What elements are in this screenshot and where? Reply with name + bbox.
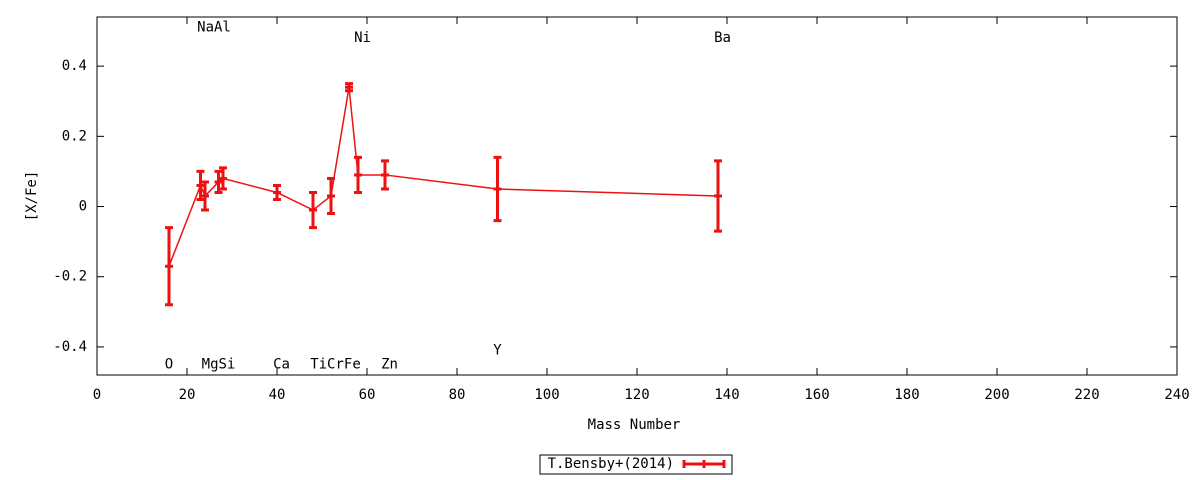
- x-tick-label: 220: [1074, 387, 1099, 403]
- error-bar: [354, 155, 362, 194]
- series-line: [168, 87, 719, 267]
- legend-box: [539, 454, 733, 475]
- error-bar: [201, 180, 209, 212]
- error-bar: [219, 166, 227, 191]
- x-tick-label: 140: [714, 387, 739, 403]
- y-tick-label: 0.2: [62, 128, 87, 144]
- element-label: Y: [493, 342, 502, 358]
- error-bar: [309, 190, 317, 230]
- y-axis-label: [X/Fe]: [24, 171, 40, 222]
- element-label: Zn: [381, 356, 398, 372]
- error-bar: [381, 159, 389, 191]
- error-bar: [214, 169, 223, 194]
- x-axis-label: Mass Number: [588, 417, 681, 433]
- error-bar: [714, 159, 722, 233]
- x-tick-label: 200: [984, 387, 1009, 403]
- error-bar: [327, 176, 335, 216]
- error-bar: [493, 155, 502, 223]
- x-tick-label: 120: [624, 387, 649, 403]
- y-tick-label: -0.4: [53, 339, 87, 355]
- x-tick-label: 100: [534, 387, 559, 403]
- legend-label: T.Bensby+(2014): [548, 456, 674, 472]
- plot-frame: [96, 16, 1178, 376]
- element-label: Ca: [273, 356, 290, 372]
- x-tick-label: 240: [1164, 387, 1189, 403]
- legend-swatch: [682, 460, 726, 468]
- error-bar: [196, 169, 205, 202]
- element-label: NaAl: [197, 20, 231, 36]
- y-tick-label: -0.2: [53, 269, 87, 285]
- x-tick-label: 60: [359, 387, 376, 403]
- x-tick-label: 160: [804, 387, 829, 403]
- x-tick-label: 180: [894, 387, 919, 403]
- error-bar: [165, 226, 173, 307]
- x-tick-label: 40: [269, 387, 286, 403]
- element-label: O: [165, 356, 173, 372]
- x-tick-label: 0: [93, 387, 101, 403]
- error-bar: [273, 183, 281, 202]
- y-tick-label: 0: [79, 199, 87, 215]
- element-label: Ni: [354, 30, 371, 46]
- element-label: Ba: [714, 30, 731, 46]
- x-tick-label: 20: [179, 387, 196, 403]
- y-tick-label: 0.4: [62, 58, 87, 74]
- x-tick-label: 80: [449, 387, 466, 403]
- element-label: TiCrFe: [310, 356, 361, 372]
- element-label: MgSi: [202, 356, 236, 372]
- error-bar: [345, 82, 353, 93]
